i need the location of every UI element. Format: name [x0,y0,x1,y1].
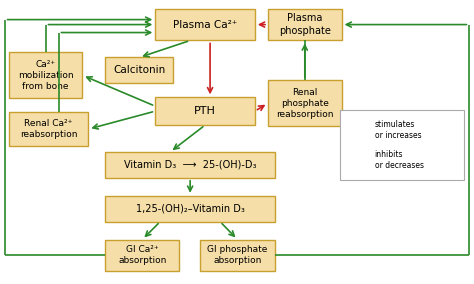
Text: inhibits
or decreases: inhibits or decreases [374,150,424,170]
Bar [105,239,179,272]
Text: Plasma
phosphate: Plasma phosphate [279,13,331,36]
Text: Plasma Ca²⁺: Plasma Ca²⁺ [173,20,237,30]
Bar [105,196,275,222]
Text: Ca²⁺
mobilization
from bone: Ca²⁺ mobilization from bone [18,60,73,91]
Text: Calcitonin: Calcitonin [113,65,165,75]
Bar [340,110,465,180]
Text: PTH: PTH [194,106,216,116]
Bar [9,53,82,98]
Text: Vitamin D₃  ⟶  25-(OH)-D₃: Vitamin D₃ ⟶ 25-(OH)-D₃ [124,160,256,170]
Bar [105,57,173,83]
Text: GI phosphate
absorption: GI phosphate absorption [207,245,268,266]
Bar [200,239,275,272]
Text: stimulates
or increases: stimulates or increases [374,120,421,140]
Bar [268,9,342,41]
Bar [155,9,255,41]
Text: Renal Ca²⁺
reabsorption: Renal Ca²⁺ reabsorption [20,119,77,139]
Bar [105,152,275,178]
Text: GI Ca²⁺
absorption: GI Ca²⁺ absorption [118,245,166,266]
Text: Renal
phosphate
reabsorption: Renal phosphate reabsorption [276,87,334,119]
Bar [155,97,255,125]
Bar [9,112,89,146]
Text: 1,25-(OH)₂–Vitamin D₃: 1,25-(OH)₂–Vitamin D₃ [136,204,245,214]
Bar [268,80,342,126]
